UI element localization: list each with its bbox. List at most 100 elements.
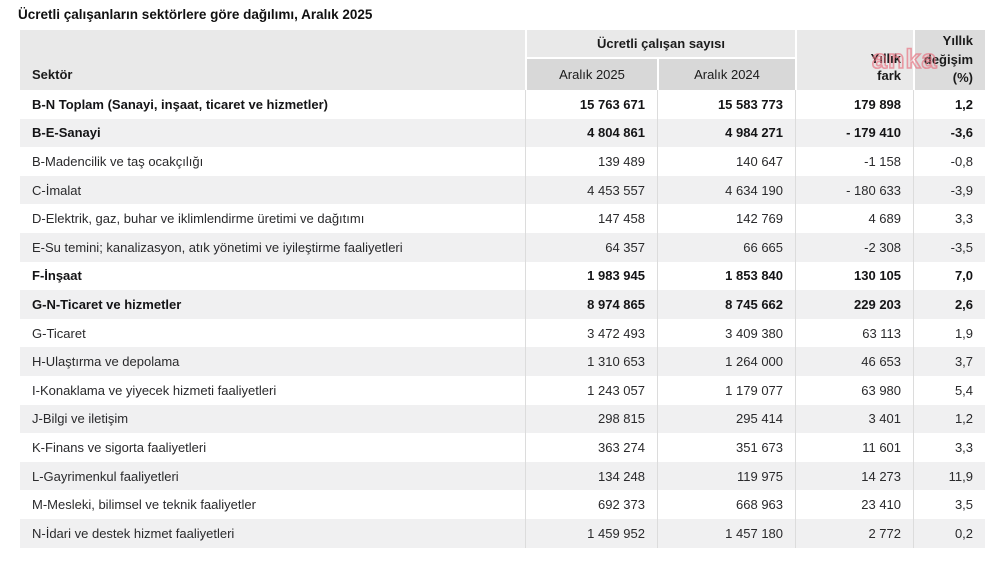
table-row: C-İmalat 4 453 557 4 634 190 - 180 633 -… (20, 175, 986, 205)
sector-cell: L-Gayrimenkul faaliyetleri (20, 461, 525, 491)
sector-cell: C-İmalat (20, 175, 525, 205)
dec2025-value-cell: 298 815 (525, 404, 657, 434)
annual-diff-cell: 23 410 (795, 490, 914, 519)
dec2024-value-cell: 142 769 (657, 204, 796, 233)
table-row: J-Bilgi ve iletişim 298 815 295 414 3 40… (20, 404, 986, 434)
dec2025-value-cell: 3 472 493 (525, 318, 657, 348)
annual-diff-cell: 179 898 (795, 90, 914, 119)
dec2024-value-cell: 1 179 077 (657, 375, 796, 405)
page-title: Ücretli çalışanların sektörlere göre dağ… (18, 7, 373, 22)
annual-diff-cell: 63 980 (795, 375, 914, 405)
annual-change-cell: 11,9 (913, 461, 986, 491)
header-employee-count-group: Ücretli çalışan sayısı (525, 30, 796, 59)
annual-change-cell: -3,6 (913, 118, 986, 148)
table-row: K-Finans ve sigorta faaliyetleri 363 274… (20, 433, 986, 462)
annual-change-cell: 5,4 (913, 375, 986, 405)
header-annual-change-percent: Yıllık değişim (%) (913, 30, 986, 90)
sector-cell: G-Ticaret (20, 318, 525, 348)
dec2024-value-cell: 140 647 (657, 147, 796, 176)
dec2024-value-cell: 295 414 (657, 404, 796, 434)
dec2024-value-cell: 4 634 190 (657, 175, 796, 205)
dec2025-value-cell: 1 983 945 (525, 261, 657, 291)
table-row: B-Madencilik ve taş ocakçılığı 139 489 1… (20, 147, 986, 176)
table-row: N-İdari ve destek hizmet faaliyetleri 1 … (20, 518, 986, 548)
annual-change-cell: 1,2 (913, 90, 986, 119)
annual-change-cell: 3,3 (913, 433, 986, 462)
annual-diff-cell: 3 401 (795, 404, 914, 434)
table-row: G-Ticaret 3 472 493 3 409 380 63 113 1,9 (20, 318, 986, 348)
dec2025-value-cell: 8 974 865 (525, 290, 657, 319)
sector-cell: I-Konaklama ve yiyecek hizmeti faaliyetl… (20, 375, 525, 405)
sector-distribution-table: Sektör Ücretli çalışan sayısı Yıllık far… (20, 30, 986, 548)
table-row: B-N Toplam (Sanayi, inşaat, ticaret ve h… (20, 90, 986, 119)
sector-cell: B-Madencilik ve taş ocakçılığı (20, 147, 525, 176)
annual-diff-cell: 63 113 (795, 318, 914, 348)
dec2024-value-cell: 66 665 (657, 232, 796, 262)
header-annual-difference: Yıllık fark (795, 30, 914, 90)
sector-cell: E-Su temini; kanalizasyon, atık yönetimi… (20, 232, 525, 262)
dec2024-value-cell: 15 583 773 (657, 90, 796, 119)
dec2024-value-cell: 1 457 180 (657, 518, 796, 548)
header-december-2024: Aralık 2024 (657, 59, 796, 90)
annual-diff-cell: 11 601 (795, 433, 914, 462)
dec2024-value-cell: 668 963 (657, 490, 796, 519)
annual-change-cell: -3,5 (913, 232, 986, 262)
dec2024-value-cell: 1 853 840 (657, 261, 796, 291)
sector-cell: B-E-Sanayi (20, 118, 525, 148)
table-row: D-Elektrik, gaz, buhar ve iklimlendirme … (20, 204, 986, 233)
dec2025-value-cell: 363 274 (525, 433, 657, 462)
header-sector: Sektör (20, 30, 525, 90)
dec2025-value-cell: 1 310 653 (525, 347, 657, 376)
dec2024-value-cell: 351 673 (657, 433, 796, 462)
annual-diff-cell: - 179 410 (795, 118, 914, 148)
sector-cell: J-Bilgi ve iletişim (20, 404, 525, 434)
table-header: Sektör Ücretli çalışan sayısı Yıllık far… (20, 30, 986, 90)
dec2025-value-cell: 147 458 (525, 204, 657, 233)
table-row: F-İnşaat 1 983 945 1 853 840 130 105 7,0 (20, 261, 986, 291)
annual-diff-cell: 130 105 (795, 261, 914, 291)
sector-cell: B-N Toplam (Sanayi, inşaat, ticaret ve h… (20, 90, 525, 119)
dec2025-value-cell: 4 453 557 (525, 175, 657, 205)
dec2025-value-cell: 4 804 861 (525, 118, 657, 148)
dec2025-value-cell: 15 763 671 (525, 90, 657, 119)
dec2024-value-cell: 119 975 (657, 461, 796, 491)
sector-cell: M-Mesleki, bilimsel ve teknik faaliyetle… (20, 490, 525, 519)
dec2025-value-cell: 1 243 057 (525, 375, 657, 405)
table-row: I-Konaklama ve yiyecek hizmeti faaliyetl… (20, 375, 986, 405)
annual-change-cell: 7,0 (913, 261, 986, 291)
dec2024-value-cell: 1 264 000 (657, 347, 796, 376)
annual-change-cell: 2,6 (913, 290, 986, 319)
annual-diff-cell: 14 273 (795, 461, 914, 491)
annual-diff-cell: -1 158 (795, 147, 914, 176)
annual-change-cell: 0,2 (913, 518, 986, 548)
annual-change-cell: 3,5 (913, 490, 986, 519)
sector-cell: F-İnşaat (20, 261, 525, 291)
annual-diff-cell: - 180 633 (795, 175, 914, 205)
sector-cell: K-Finans ve sigorta faaliyetleri (20, 433, 525, 462)
table-row: B-E-Sanayi 4 804 861 4 984 271 - 179 410… (20, 118, 986, 148)
dec2025-value-cell: 1 459 952 (525, 518, 657, 548)
annual-diff-cell: 46 653 (795, 347, 914, 376)
annual-change-cell: 1,9 (913, 318, 986, 348)
dec2024-value-cell: 8 745 662 (657, 290, 796, 319)
annual-change-cell: -0,8 (913, 147, 986, 176)
dec2025-value-cell: 692 373 (525, 490, 657, 519)
table-row: L-Gayrimenkul faaliyetleri 134 248 119 9… (20, 461, 986, 491)
table-row: M-Mesleki, bilimsel ve teknik faaliyetle… (20, 490, 986, 519)
annual-change-cell: -3,9 (913, 175, 986, 205)
dec2025-value-cell: 134 248 (525, 461, 657, 491)
sector-cell: N-İdari ve destek hizmet faaliyetleri (20, 518, 525, 548)
table-row: E-Su temini; kanalizasyon, atık yönetimi… (20, 232, 986, 262)
annual-change-cell: 1,2 (913, 404, 986, 434)
annual-diff-cell: 229 203 (795, 290, 914, 319)
sector-cell: H-Ulaştırma ve depolama (20, 347, 525, 376)
annual-diff-cell: 4 689 (795, 204, 914, 233)
sector-cell: G-N-Ticaret ve hizmetler (20, 290, 525, 319)
table-row: H-Ulaştırma ve depolama 1 310 653 1 264 … (20, 347, 986, 376)
annual-diff-cell: 2 772 (795, 518, 914, 548)
annual-change-cell: 3,7 (913, 347, 986, 376)
sector-cell: D-Elektrik, gaz, buhar ve iklimlendirme … (20, 204, 525, 233)
table-row: G-N-Ticaret ve hizmetler 8 974 865 8 745… (20, 290, 986, 319)
dec2025-value-cell: 139 489 (525, 147, 657, 176)
